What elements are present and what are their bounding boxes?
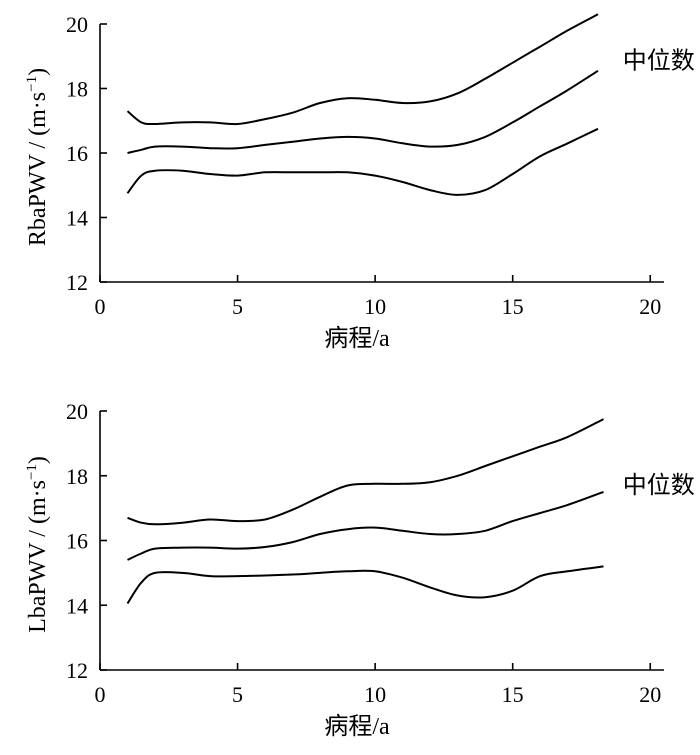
median-label: 中位数 [623, 471, 695, 499]
x-tick-label: 0 [95, 682, 106, 707]
y-axis-title-close: ) [25, 456, 51, 464]
y-tick-label: 16 [66, 529, 88, 554]
x-tick-label: 5 [232, 682, 243, 707]
x-tick-label: 0 [95, 294, 106, 319]
x-tick-label: 20 [639, 294, 661, 319]
y-tick-label: 12 [66, 270, 88, 295]
chart-top: 12 14 16 18 20 0 5 10 15 20 病程/a RbaPWV / (m·s−1) 中位… [24, 12, 695, 352]
x-tick-label: 20 [639, 682, 661, 707]
x-tick-label: 10 [364, 294, 386, 319]
series-line-1 [126, 13, 599, 126]
y-tick-label: 16 [66, 141, 88, 166]
y-tick-label: 18 [66, 77, 88, 102]
y-tick-label: 20 [66, 12, 88, 37]
series-line-2 [127, 490, 604, 561]
y-tick-label: 20 [66, 399, 88, 424]
series-line-2 [127, 69, 599, 154]
y-axis-title-main: RbaPWV / (m·s [25, 92, 51, 246]
x-tick-label: 15 [502, 294, 524, 319]
y-axis-title: RbaPWV / (m·s−1) [24, 68, 51, 246]
x-tick-label: 5 [232, 294, 243, 319]
series-line-3 [126, 127, 599, 196]
chart-bottom: 12 14 16 18 20 0 5 10 15 20 病程/a LbaPWV / (m·s−1) 中位… [24, 399, 695, 740]
x-axis-title: 病程/a [324, 325, 390, 352]
y-axis-title-sup: −1 [24, 464, 40, 480]
y-tick-label: 18 [66, 464, 88, 489]
y-tick-label: 14 [66, 593, 88, 618]
median-label: 中位数 [623, 46, 695, 74]
y-axis-title: LbaPWV / (m·s−1) [24, 456, 51, 633]
y-axis-title-sup: −1 [24, 76, 40, 92]
series-line-3 [126, 565, 604, 605]
y-tick-label: 12 [66, 658, 88, 683]
y-axis-title-close: ) [25, 68, 51, 76]
x-tick-label: 15 [502, 682, 524, 707]
series-line-1 [127, 418, 604, 526]
x-axis-title: 病程/a [324, 713, 390, 740]
y-tick-label: 14 [66, 206, 88, 231]
y-axis-title-main: LbaPWV / (m·s [25, 480, 51, 633]
x-tick-label: 10 [364, 682, 386, 707]
